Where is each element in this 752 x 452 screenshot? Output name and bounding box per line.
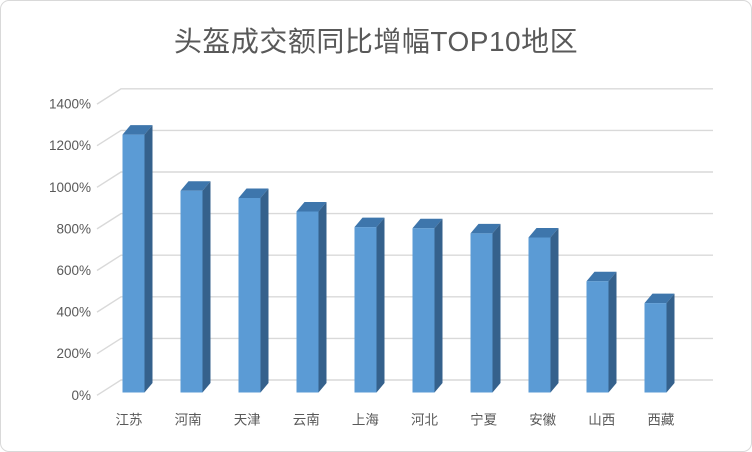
bar-side-face-0 [144,125,153,393]
bar-top-face-7 [528,228,559,238]
bar-column-3[interactable] [296,211,319,393]
y-axis-tick-label: 1400% [49,97,91,112]
bar-top-face-0 [122,125,153,135]
bar-side-face-3 [318,202,327,393]
bar-top-face-9 [644,293,675,304]
y-axis-tick-label: 400% [56,305,91,320]
bar-side-face-4 [376,217,385,393]
bar-side-face-7 [550,228,559,393]
gridline [96,254,713,272]
bar-top-face-2 [238,188,269,198]
x-axis-category-label: 西藏 [647,413,675,428]
bar-top-face-5 [412,218,443,229]
bar-column-6[interactable] [470,233,493,393]
bar-side-face-8 [608,271,617,393]
bar-top-face-6 [470,223,501,234]
bar-side-face-1 [202,181,211,393]
y-axis-tick-label: 1000% [49,180,91,195]
x-axis-category-label: 天津 [234,413,261,428]
bar-column-0[interactable] [122,134,145,393]
y-axis-tick-label: 200% [56,346,91,361]
bar-column-1[interactable] [180,190,203,393]
chart-title: 头盔成交额同比增幅TOP10地区 [173,26,579,57]
x-axis-category-label: 山西 [588,413,615,428]
bar-side-face-2 [260,188,269,393]
x-axis-category-label: 江苏 [116,413,143,428]
bar-top-face-1 [180,181,211,191]
bar-top-face-8 [586,271,617,282]
gridline [96,296,713,313]
bar-column-4[interactable] [354,227,377,393]
x-axis-category-label: 河南 [175,413,202,428]
x-axis-category-label: 河北 [411,413,438,428]
bar-column-2[interactable] [238,198,261,393]
bar-column-9[interactable] [644,303,667,393]
y-axis-tick-label: 600% [56,263,91,278]
gridline [96,88,713,105]
bar-column-8[interactable] [586,281,609,393]
y-axis-tick-label: 800% [56,221,91,236]
gridline [96,129,713,147]
gridline [96,337,713,355]
bar-top-face-3 [296,202,327,212]
bar-column-5[interactable] [412,228,435,393]
bar-column-7[interactable] [528,237,551,393]
x-axis-category-label: 宁夏 [470,412,497,428]
y-axis-tick-label: 1200% [49,138,91,153]
bar-side-face-5 [434,218,443,393]
y-axis-tick-label: 0% [71,388,91,403]
x-axis-category-label: 云南 [293,413,320,428]
x-axis-category-label: 上海 [352,413,379,428]
x-axis-category-label: 安徽 [529,413,556,428]
gridline [96,212,713,230]
gridline [96,379,713,396]
bar-top-face-4 [354,217,385,228]
bar-side-face-9 [666,293,675,393]
bar-side-face-6 [492,223,501,393]
gridline [96,171,713,188]
